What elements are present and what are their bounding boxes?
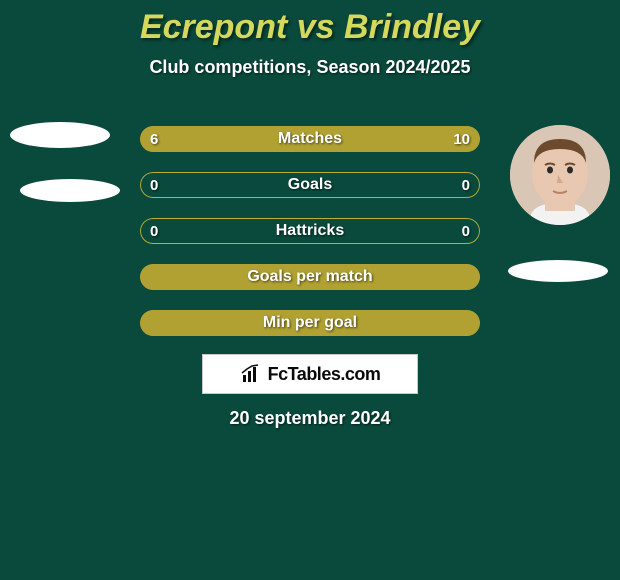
avatar-placeholder-left-1 (10, 122, 110, 148)
player-face-icon (510, 125, 610, 225)
bar-fill-right (266, 126, 480, 152)
stat-row-hattricks: 0 Hattricks 0 (140, 218, 480, 244)
stat-value-left: 6 (150, 126, 158, 152)
avatar-right (510, 125, 610, 225)
bar-fill-left (140, 126, 266, 152)
subtitle: Club competitions, Season 2024/2025 (0, 57, 620, 78)
stat-value-right: 0 (462, 172, 470, 198)
bar-track (140, 172, 480, 198)
stat-row-min-per-goal: Min per goal (140, 310, 480, 336)
avatar-placeholder-right (508, 260, 608, 282)
bar-fill-left (140, 264, 310, 290)
stat-row-matches: 6 Matches 10 (140, 126, 480, 152)
page-title: Ecrepont vs Brindley (0, 0, 620, 47)
logo-text: FcTables.com (268, 364, 381, 385)
stats-bars: 6 Matches 10 0 Goals 0 0 Hattricks 0 Goa… (140, 126, 480, 356)
stat-row-goals: 0 Goals 0 (140, 172, 480, 198)
chart-icon (240, 363, 262, 385)
logo-box: FcTables.com (202, 354, 418, 394)
bar-track (140, 218, 480, 244)
date-text: 20 september 2024 (0, 408, 620, 429)
bar-fill-right (310, 264, 480, 290)
stat-value-left: 0 (150, 218, 158, 244)
avatar-placeholder-left-2 (20, 179, 120, 202)
stat-row-goals-per-match: Goals per match (140, 264, 480, 290)
stat-value-right: 10 (453, 126, 470, 152)
stat-value-left: 0 (150, 172, 158, 198)
bar-fill-right (310, 310, 480, 336)
stat-value-right: 0 (462, 218, 470, 244)
bar-fill-left (140, 310, 310, 336)
